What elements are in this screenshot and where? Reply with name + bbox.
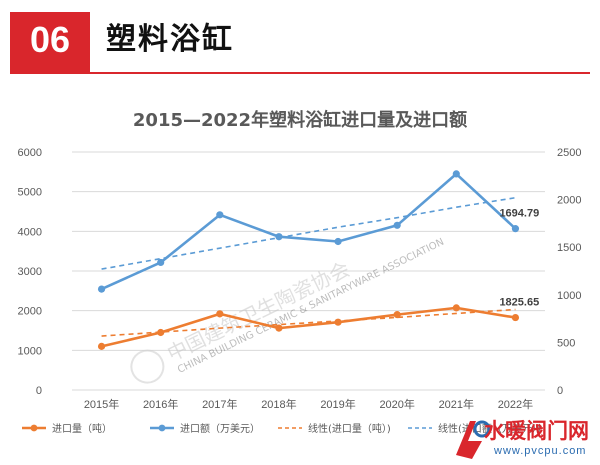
y-left-tick-label: 6000: [18, 147, 42, 159]
data-labels: 1694.79 1825.65: [499, 208, 539, 309]
y-right-tick-label: 0: [557, 385, 563, 397]
section-number-badge: 06: [10, 12, 90, 68]
site-logo: 水暖阀门网 www.pvcpu.com: [452, 413, 600, 465]
series-0-point-3: [275, 324, 283, 332]
header-accent-bar: [10, 68, 90, 74]
series-1-point-7: [511, 225, 520, 233]
legend-label: 进口额（万美元）: [180, 422, 260, 435]
y-right-tick-label: 1500: [557, 242, 581, 254]
section-title: 塑料浴缸: [106, 22, 234, 57]
data-label-1: 1825.65: [499, 297, 539, 309]
legend-item-1: 进口额（万美元）: [150, 422, 260, 435]
y-left-tick-label: 4000: [18, 226, 42, 238]
series-1-point-5: [393, 221, 401, 229]
y-right-tick-label: 1000: [557, 290, 581, 302]
series-1-point-2: [216, 211, 224, 219]
y-left-tick-label: 5000: [18, 187, 42, 199]
series-0-point-0: [97, 342, 106, 350]
y-right-tick-label: 500: [557, 337, 575, 349]
logo-icon: [456, 420, 491, 459]
watermark-emblem: [130, 349, 165, 384]
legend-swatch-marker: [30, 424, 38, 432]
x-tick-label: 2016年: [143, 397, 178, 411]
legend-item-2: 线性(进口量（吨）): [278, 422, 391, 435]
series-0-point-2: [216, 310, 224, 318]
chart-title: 2015—2022年塑料浴缸进口量及进口额: [132, 110, 468, 131]
logo-url: www.pvcpu.com: [494, 445, 587, 457]
legend-label: 进口量（吨）: [52, 422, 112, 435]
y-right-tick-label: 2500: [557, 147, 581, 159]
legend: 进口量（吨） 进口额（万美元） 线性(进口量（吨）) 线性(进口额（万美元）): [22, 422, 541, 435]
x-tick-label: 2017年: [202, 397, 237, 411]
legend-label: 线性(进口量（吨）): [308, 422, 391, 435]
legend-swatch-marker: [158, 424, 166, 432]
series-1-point-4: [334, 237, 342, 246]
series-0-point-6: [452, 304, 460, 312]
y-left-tick-label: 3000: [18, 266, 42, 278]
series-1-point-3: [275, 233, 283, 241]
series-0-point-1: [157, 328, 165, 337]
series-0-point-5: [393, 311, 401, 319]
x-tick-label: 2019年: [320, 397, 355, 411]
trendline-1: [101, 196, 516, 270]
series-1-point-6: [452, 170, 460, 178]
series-0-point-7: [511, 313, 520, 322]
y-right-tick-label: 2000: [557, 195, 581, 207]
legend-item-0: 进口量（吨）: [22, 422, 112, 435]
section-header: 06 塑料浴缸: [0, 0, 600, 76]
series-1-point-1: [157, 258, 165, 267]
watermark-text: 中国建筑卫生陶瓷协会: [163, 257, 353, 366]
x-tick-label: 2015年: [84, 397, 119, 411]
trendline-0: [101, 308, 516, 337]
watermark-text-en: CHINA BUILDING CERAMIC & SANITARYWARE AS…: [176, 237, 446, 376]
x-tick-label: 2022年: [498, 397, 533, 411]
y-left-tick-label: 0: [36, 385, 42, 397]
series-0-point-4: [334, 318, 342, 326]
series-line-0: [101, 306, 516, 348]
y-left-tick-label: 2000: [18, 306, 42, 318]
x-tick-label: 2018年: [261, 397, 296, 411]
series-line-1: [101, 172, 517, 291]
trendlines: [101, 196, 516, 337]
axes: 0 1000 2000 3000 4000 5000 6000 0 500 1000 1500 200…: [18, 147, 582, 411]
header-underline: [90, 72, 590, 74]
series-lines: [97, 170, 520, 350]
data-label-0: 1694.79: [499, 208, 539, 220]
y-left-tick-label: 1000: [18, 345, 42, 357]
x-tick-label: 2020年: [379, 397, 414, 411]
x-tick-label: 2021年: [439, 397, 474, 411]
logo-name: 水暖阀门网: [484, 419, 589, 443]
series-1-point-0: [97, 285, 106, 293]
